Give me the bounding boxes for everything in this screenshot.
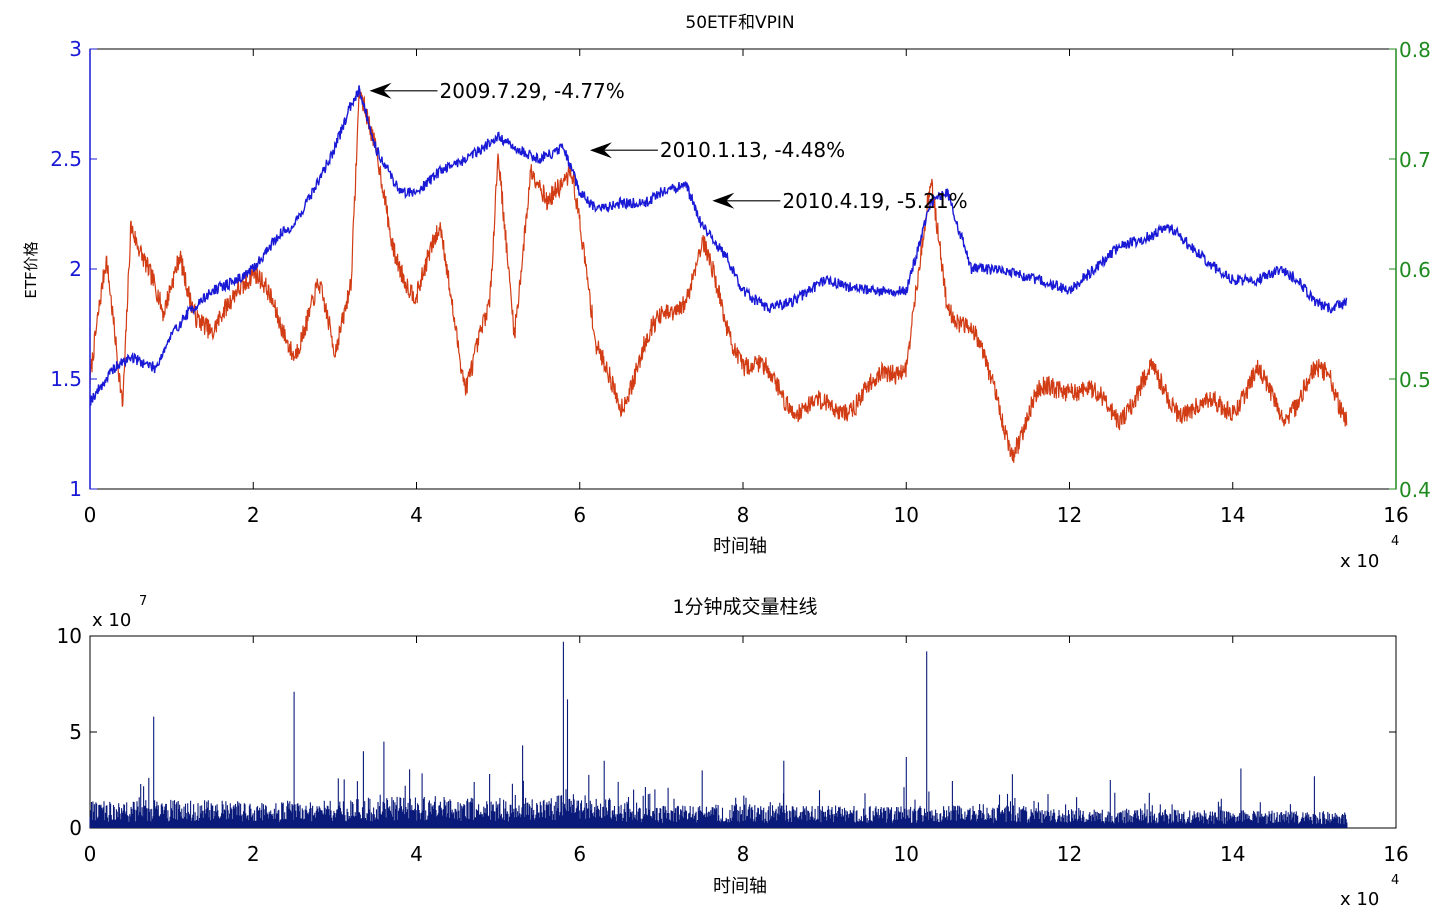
bottom-x-tick-label: 6 (573, 842, 586, 866)
bottom-y-multiplier-exp: 7 (139, 594, 147, 609)
bottom-x-tick-label: 8 (737, 842, 750, 866)
top-x-tick-label: 8 (737, 503, 750, 527)
left-y-tick-label: 1 (69, 477, 82, 501)
annotation-label: 2010.1.13, -4.48% (660, 138, 845, 162)
annotation-arrowhead (369, 82, 392, 99)
left-y-tick-label: 2.5 (50, 147, 82, 171)
price-line (89, 85, 1348, 406)
bottom-y-multiplier: x 10 (92, 610, 131, 631)
bottom-x-tick-label: 10 (894, 842, 919, 866)
bottom-y-tick-label: 5 (69, 720, 82, 744)
top-x-tick-label: 16 (1383, 503, 1408, 527)
bottom-x-tick-label: 12 (1057, 842, 1082, 866)
left-y-tick-label: 2 (69, 257, 82, 281)
top-x-tick-label: 2 (247, 503, 260, 527)
top-x-axis-label: 时间轴 (713, 536, 767, 557)
top-right-y-tick-labels: 0.4 0.5 0.6 0.7 0.8 (1399, 38, 1431, 502)
top-x-tick-label: 10 (894, 503, 919, 527)
right-y-tick-label: 0.6 (1399, 258, 1431, 282)
right-y-tick-label: 0.8 (1399, 38, 1431, 62)
top-x-multiplier: x 10 (1340, 551, 1379, 572)
top-y-axis-label: ETF价格 (22, 241, 40, 298)
top-x-tick-label: 0 (84, 503, 97, 527)
bottom-x-tick-labels: 0 2 4 6 8 10 12 14 16 (84, 842, 1409, 866)
right-y-tick-label: 0.5 (1399, 368, 1431, 392)
bottom-x-tick-label: 14 (1220, 842, 1245, 866)
top-x-multiplier-exp: 4 (1391, 534, 1399, 549)
bottom-chart-title: 1分钟成交量柱线 (672, 596, 817, 618)
bottom-y-tick-label: 0 (69, 816, 82, 840)
volume-chart: 1分钟成交量柱线 x 10 7 0 2 4 6 8 10 12 14 16 0 5 10 时间轴 x… (57, 594, 1409, 909)
annotation-arrowhead (589, 142, 612, 159)
bottom-x-tick-label: 4 (410, 842, 423, 866)
annotations: 2009.7.29, -4.77% 2010.1.13, -4.48% 2010.4… (369, 79, 968, 213)
top-left-y-tick-labels: 1 1.5 2 2.5 3 (50, 37, 82, 501)
volume-bar (89, 641, 1348, 828)
left-y-tick-label: 3 (69, 37, 82, 61)
bottom-y-tick-label: 10 (57, 624, 82, 648)
top-plot-area (89, 48, 1397, 490)
bottom-x-multiplier: x 10 (1340, 889, 1379, 909)
top-x-tick-label: 14 (1220, 503, 1245, 527)
vpin-line (89, 90, 1348, 463)
bottom-x-axis-label: 时间轴 (713, 876, 767, 897)
annotation-label: 2010.4.19, -5.21% (782, 189, 967, 213)
left-y-tick-label: 1.5 (50, 367, 82, 391)
right-y-tick-label: 0.4 (1399, 478, 1431, 502)
bottom-x-tick-label: 0 (84, 842, 97, 866)
bottom-plot-area (89, 635, 1397, 829)
bottom-y-tick-labels: 0 5 10 (57, 624, 82, 840)
annotation-arrowhead (712, 192, 735, 209)
price-vpin-chart: 50ETF和VPIN 2009.7.29, -4.77% 2010.1.13, -… (22, 13, 1431, 572)
top-x-tick-label: 6 (573, 503, 586, 527)
bottom-x-tick-label: 2 (247, 842, 260, 866)
top-x-tick-label: 12 (1057, 503, 1082, 527)
annotation-label: 2009.7.29, -4.77% (440, 79, 625, 103)
top-x-tick-label: 4 (410, 503, 423, 527)
top-x-tick-labels: 0 2 4 6 8 10 12 14 16 (84, 503, 1409, 527)
price-series (89, 85, 1348, 406)
volume-bars (89, 641, 1348, 828)
right-y-tick-label: 0.7 (1399, 148, 1431, 172)
top-chart-title: 50ETF和VPIN (685, 13, 794, 33)
bottom-x-multiplier-exp: 4 (1391, 873, 1399, 888)
bottom-x-tick-label: 16 (1383, 842, 1408, 866)
vpin-series (89, 90, 1348, 463)
